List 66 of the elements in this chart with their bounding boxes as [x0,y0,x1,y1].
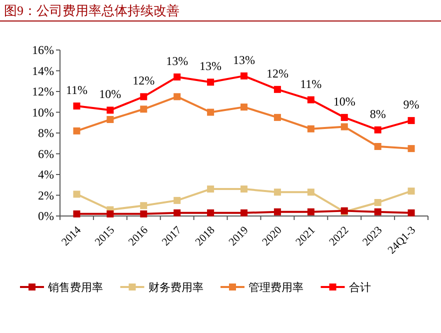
data-label: 13% [233,52,255,67]
y-tick-label: 2% [38,188,54,202]
point [174,73,181,80]
data-label: 13% [200,59,222,74]
point [73,102,80,110]
point [140,106,148,113]
point [374,142,382,150]
point [140,93,148,100]
point [408,188,415,195]
point [374,208,382,216]
point [274,208,281,216]
point [207,209,214,216]
point [106,106,114,114]
point [307,125,314,132]
data-label: 8% [370,106,386,121]
data-label: 10% [333,94,356,108]
data-label: 9% [403,98,420,112]
point [274,114,281,121]
data-label: 12% [132,74,155,88]
data-label: 13% [166,54,188,68]
point [374,126,382,134]
point [174,209,181,216]
y-tick-label: 8% [38,126,54,140]
y-tick-label: 0% [38,209,54,223]
point [307,208,314,216]
point [307,188,314,196]
point [408,145,415,152]
point [274,86,281,93]
point [240,186,248,193]
point [73,127,80,134]
chart-title: 图9：公司费用率总体持续改善 [4,3,180,18]
legend-label: 合计 [348,281,371,294]
point [408,209,415,216]
y-tick-label: 4% [38,168,54,182]
point [307,96,314,104]
legend-label: 管理费用率 [248,281,304,294]
y-tick-label: 6% [38,146,54,161]
point [174,93,181,100]
point [140,202,148,210]
legend-label: 销售费用率 [47,281,103,294]
y-tick-label: 14% [32,64,54,78]
point [374,199,382,206]
point [73,210,80,218]
y-tick-label: 16% [32,43,54,57]
point [106,116,114,124]
data-label: 10% [99,87,122,102]
point [340,123,348,130]
point [340,114,348,121]
y-tick-label: 10% [32,105,54,120]
point [73,190,80,198]
point [274,188,281,196]
point [240,104,248,111]
data-label: 12% [266,66,288,80]
point [408,117,415,124]
data-label: 11% [66,83,88,98]
point [207,186,214,193]
y-tick-label: 12% [32,84,54,98]
point [140,210,148,218]
point [240,72,248,80]
point [207,108,214,116]
point [240,209,248,216]
point [207,78,214,86]
legend-label: 财务费用率 [148,281,204,294]
data-label: 11% [300,76,322,91]
point [106,210,114,218]
point [174,196,181,204]
